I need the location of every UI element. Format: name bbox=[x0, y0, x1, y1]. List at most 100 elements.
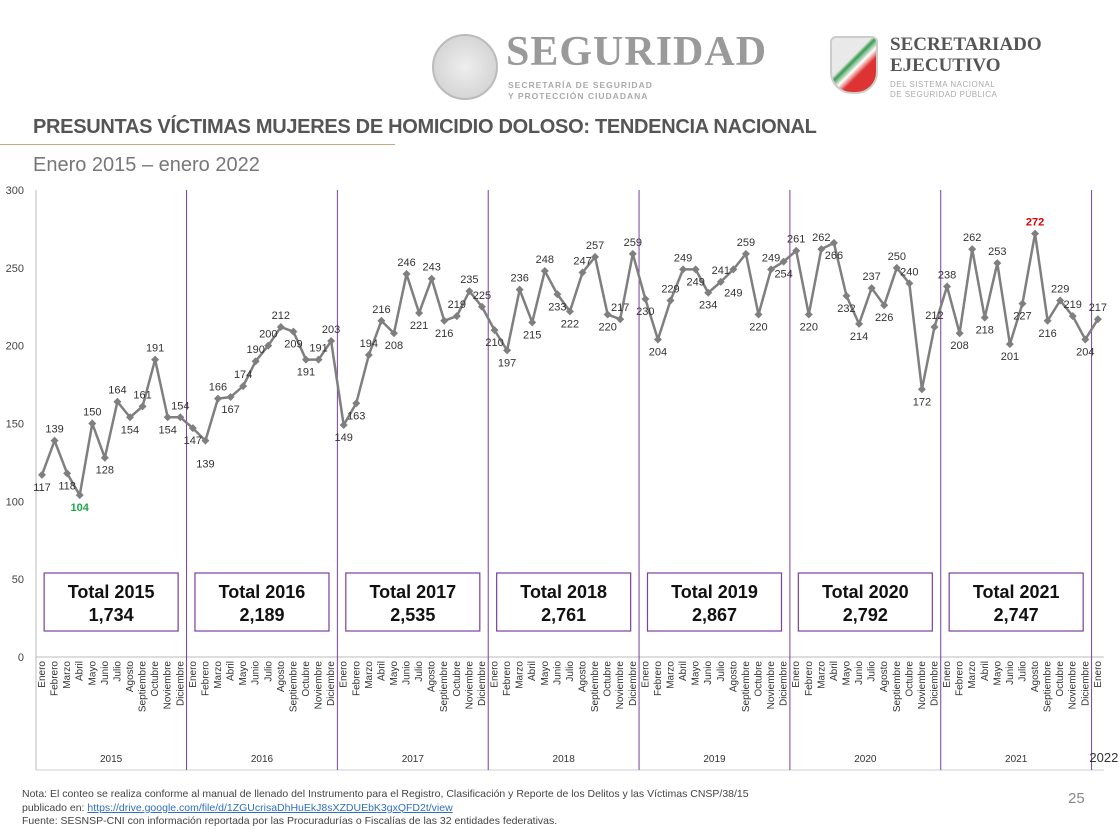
total-value: 2,761 bbox=[541, 605, 586, 625]
logo-seguridad-sub: SECRETARÍA DE SEGURIDAD Y PROTECCIÓN CIUD… bbox=[508, 80, 653, 101]
data-point bbox=[264, 341, 273, 350]
x-month-label: Febrero bbox=[351, 661, 362, 696]
data-point bbox=[289, 327, 298, 336]
data-point bbox=[503, 346, 512, 355]
x-month-label: Marzo bbox=[816, 661, 827, 689]
data-point bbox=[377, 316, 386, 325]
data-label: 254 bbox=[774, 269, 792, 281]
x-month-label: Junio bbox=[1005, 661, 1016, 685]
coat-of-arms-logo bbox=[432, 34, 498, 100]
data-label: 220 bbox=[598, 322, 616, 334]
x-month-label: Julio bbox=[414, 661, 425, 682]
logo-secretariado: SECRETARIADO EJECUTIVO bbox=[890, 34, 1042, 76]
data-point bbox=[968, 245, 977, 254]
data-label: 164 bbox=[108, 385, 126, 397]
data-point bbox=[641, 294, 650, 303]
data-label: 190 bbox=[247, 344, 265, 356]
data-label: 167 bbox=[221, 404, 239, 416]
total-box bbox=[496, 572, 632, 632]
x-month-label: Octubre bbox=[904, 661, 915, 697]
total-value: 2,747 bbox=[994, 605, 1039, 625]
data-point bbox=[1081, 335, 1090, 344]
x-year-label: 2020 bbox=[854, 754, 877, 765]
total-value: 2,189 bbox=[239, 605, 284, 625]
data-label: 149 bbox=[335, 432, 353, 444]
data-label: 229 bbox=[1051, 284, 1069, 296]
total-box bbox=[797, 572, 933, 632]
data-point bbox=[930, 322, 939, 331]
data-point bbox=[1068, 312, 1077, 321]
x-month-label: Septiembre bbox=[590, 661, 601, 713]
x-month-label: Agosto bbox=[427, 661, 438, 693]
x-month-label: Diciembre bbox=[1080, 661, 1091, 706]
total-label: Total 2015 bbox=[68, 582, 155, 602]
x-month-label: Agosto bbox=[578, 661, 589, 693]
x-month-label: Octubre bbox=[1055, 661, 1066, 697]
title-divider bbox=[0, 144, 395, 145]
x-month-label: Noviembre bbox=[917, 661, 928, 710]
data-point bbox=[1093, 315, 1102, 324]
x-month-label: Abril bbox=[829, 661, 840, 681]
data-point bbox=[352, 399, 361, 408]
data-label: 219 bbox=[1064, 299, 1082, 311]
data-point bbox=[741, 249, 750, 258]
x-month-label: Octubre bbox=[150, 661, 161, 697]
data-point bbox=[163, 413, 172, 422]
x-month-label: Agosto bbox=[125, 661, 136, 693]
data-point bbox=[339, 421, 348, 430]
data-label: 172 bbox=[913, 396, 931, 408]
data-label: 249 bbox=[762, 252, 780, 264]
logo-secretariado-sub: DEL SISTEMA NACIONAL DE SEGURIDAD PÚBLICA bbox=[890, 80, 998, 99]
data-point bbox=[301, 355, 310, 364]
data-label: 191 bbox=[146, 343, 164, 355]
data-point bbox=[327, 336, 336, 345]
data-point bbox=[138, 402, 147, 411]
data-point bbox=[226, 393, 235, 402]
x-month-label: Marzo bbox=[967, 661, 978, 689]
data-point bbox=[477, 302, 486, 311]
x-month-label: Noviembre bbox=[163, 661, 174, 710]
x-month-label: Noviembre bbox=[766, 661, 777, 710]
data-point bbox=[804, 310, 813, 319]
x-month-label: Junio bbox=[100, 661, 111, 685]
data-label: 262 bbox=[812, 232, 830, 244]
data-label: 163 bbox=[347, 410, 365, 422]
x-month-label: Febrero bbox=[653, 661, 664, 696]
data-label: 150 bbox=[83, 407, 101, 419]
x-month-label: Mayo bbox=[87, 661, 98, 686]
data-label: 217 bbox=[611, 302, 629, 314]
data-point bbox=[540, 266, 549, 275]
data-point bbox=[1056, 296, 1065, 305]
total-value: 2,535 bbox=[390, 605, 435, 625]
data-point bbox=[917, 385, 926, 394]
data-point bbox=[465, 287, 474, 296]
x-month-label: Diciembre bbox=[929, 661, 940, 706]
data-point bbox=[955, 329, 964, 338]
x-month-label: Julio bbox=[263, 661, 274, 682]
data-point bbox=[151, 355, 160, 364]
data-label: 266 bbox=[825, 250, 843, 262]
data-label: 117 bbox=[33, 482, 51, 494]
x-month-label: Mayo bbox=[992, 661, 1003, 686]
data-label: 216 bbox=[372, 304, 390, 316]
x-month-label: Junio bbox=[251, 661, 262, 685]
data-label: 247 bbox=[573, 256, 591, 268]
x-month-label: Mayo bbox=[389, 661, 400, 686]
data-label: 230 bbox=[636, 306, 654, 318]
y-tick-label: 300 bbox=[6, 185, 24, 197]
x-year-label: 2022 bbox=[1089, 750, 1118, 765]
data-label: 229 bbox=[661, 284, 679, 296]
x-month-label: Noviembre bbox=[615, 661, 626, 710]
data-label: 233 bbox=[548, 301, 566, 313]
data-label: 191 bbox=[297, 367, 315, 379]
x-year-label: 2019 bbox=[703, 754, 726, 765]
data-label: 218 bbox=[976, 325, 994, 337]
source-link[interactable]: https://drive.google.com/file/d/1ZGUcris… bbox=[87, 801, 453, 814]
data-point bbox=[1031, 229, 1040, 238]
data-label: 226 bbox=[875, 312, 893, 324]
x-year-label: 2016 bbox=[251, 754, 274, 765]
data-point bbox=[666, 296, 675, 305]
data-point bbox=[402, 270, 411, 279]
x-month-label: Abril bbox=[376, 661, 387, 681]
total-label: Total 2016 bbox=[219, 582, 306, 602]
